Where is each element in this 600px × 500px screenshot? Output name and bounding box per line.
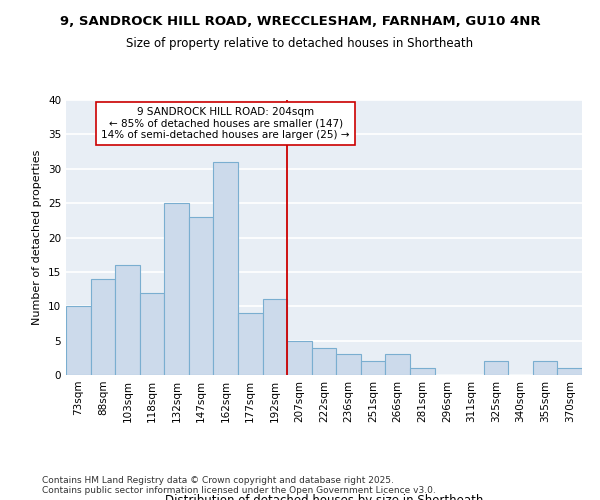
Bar: [287, 340, 312, 375]
Bar: [263, 300, 287, 375]
Bar: [115, 265, 140, 375]
Bar: [91, 279, 115, 375]
Bar: [484, 361, 508, 375]
Bar: [336, 354, 361, 375]
Bar: [214, 162, 238, 375]
X-axis label: Distribution of detached houses by size in Shortheath: Distribution of detached houses by size …: [165, 494, 483, 500]
Bar: [66, 306, 91, 375]
Text: Size of property relative to detached houses in Shortheath: Size of property relative to detached ho…: [127, 38, 473, 51]
Y-axis label: Number of detached properties: Number of detached properties: [32, 150, 43, 325]
Bar: [140, 292, 164, 375]
Bar: [361, 361, 385, 375]
Bar: [557, 368, 582, 375]
Text: 9 SANDROCK HILL ROAD: 204sqm
← 85% of detached houses are smaller (147)
14% of s: 9 SANDROCK HILL ROAD: 204sqm ← 85% of de…: [101, 107, 350, 140]
Bar: [533, 361, 557, 375]
Bar: [385, 354, 410, 375]
Bar: [410, 368, 434, 375]
Bar: [189, 217, 214, 375]
Bar: [312, 348, 336, 375]
Bar: [238, 313, 263, 375]
Text: 9, SANDROCK HILL ROAD, WRECCLESHAM, FARNHAM, GU10 4NR: 9, SANDROCK HILL ROAD, WRECCLESHAM, FARN…: [59, 15, 541, 28]
Text: Contains HM Land Registry data © Crown copyright and database right 2025.
Contai: Contains HM Land Registry data © Crown c…: [42, 476, 436, 495]
Bar: [164, 203, 189, 375]
